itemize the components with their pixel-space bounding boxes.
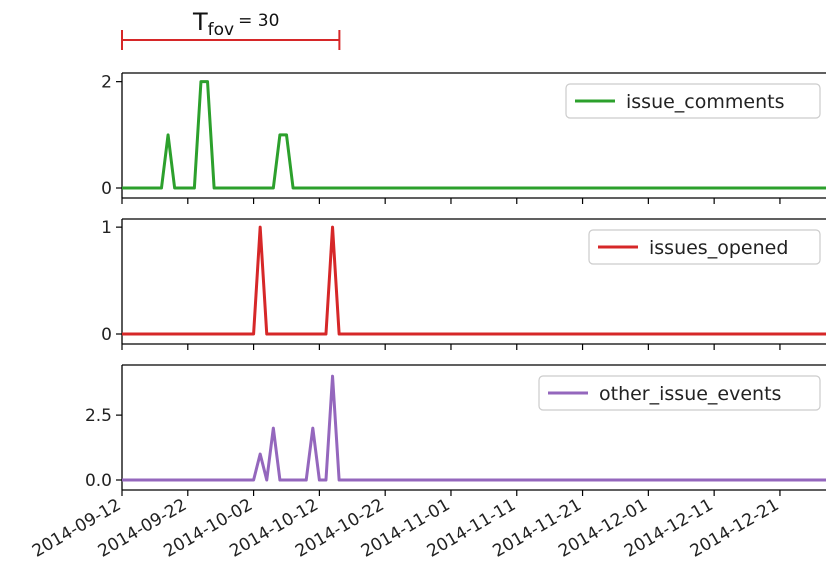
y-tick-label: 2.5 [85,406,112,426]
y-tick-label: 1 [101,218,112,238]
fov-value: = 30 [238,11,279,31]
series-line-issues_opened [122,225,826,336]
legend: issues_opened [588,229,821,265]
legend-label: issue_comments [626,91,784,113]
x-axis: 2014-09-122014-09-222014-10-022014-10-12… [29,495,783,562]
legend: other_issue_events [538,375,821,411]
legend-label: other_issue_events [599,383,781,405]
y-tick-label: 0.0 [85,471,112,491]
panel-issues_opened: 0 1 issues_opened [101,218,826,350]
legend-label: issues_opened [649,237,788,259]
panel-issue_comments: 0 2 issue_comments [101,72,826,204]
fov-subscript: fov [208,20,234,40]
legend-box [565,83,821,119]
fov-label: Tfov = 30 [192,8,279,40]
y-tick-label: 0 [101,179,112,199]
y-tick-label: 0 [101,325,112,345]
legend-box [538,375,821,411]
panel-other_issue_events: 0.0 2.5 other_issue_events [85,364,826,496]
legend: issue_comments [565,83,821,119]
fov-annotation: Tfov = 30 [121,8,341,50]
panels: 0 2 issue_comments 0 1 issues_opened 0.0 2.5 oth… [85,72,826,496]
fov-symbol: T [192,8,208,36]
legend-box [588,229,821,265]
y-tick-label: 2 [101,73,112,93]
